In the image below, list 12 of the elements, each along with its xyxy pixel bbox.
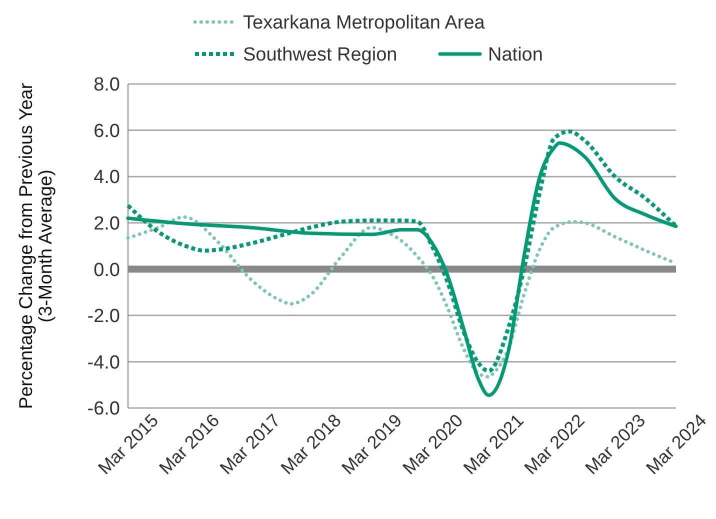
y-tick-label: 2.0 bbox=[94, 214, 120, 235]
y-tick-label: 8.0 bbox=[94, 74, 120, 96]
y-tick-label: -2.0 bbox=[87, 306, 120, 328]
legend-label: Texarkana Metropolitan Area bbox=[243, 12, 486, 34]
y-tick-label: -4.0 bbox=[87, 352, 120, 374]
y-tick-label: 0.0 bbox=[94, 260, 120, 281]
y-tick-label: -6.0 bbox=[87, 398, 120, 420]
y-axis-title: Percentage Change from Previous Year (3-Month Average) bbox=[15, 82, 56, 410]
legend-label: Nation bbox=[488, 44, 543, 66]
y-tick-label: 6.0 bbox=[94, 120, 120, 142]
legend-label: Southwest Region bbox=[243, 44, 398, 66]
y-tick-label: 4.0 bbox=[94, 167, 120, 188]
